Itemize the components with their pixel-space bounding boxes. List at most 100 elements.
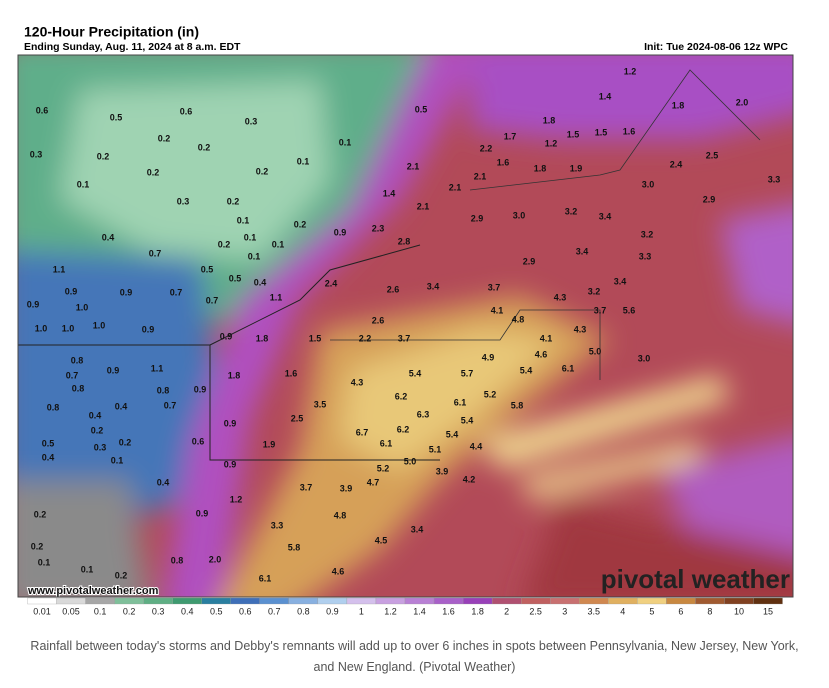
map-value-label: 0.5 (229, 273, 242, 283)
colorbar-label: 2.5 (529, 606, 542, 616)
map-value-label: 0.2 (97, 151, 110, 161)
map-value-label: 0.1 (111, 455, 124, 465)
colorbar-swatch (608, 597, 638, 605)
colorbar-swatch (579, 597, 609, 605)
map-value-label: 1.9 (570, 163, 583, 173)
map-value-label: 0.8 (157, 385, 170, 395)
map: 0.6 0.5 0.6 0.3 0.2 0.2 0.3 0.2 0.2 0.1 0.1 0.2 0.1 0… (18, 55, 793, 597)
map-value-label: 0.1 (244, 232, 257, 242)
map-value-label: 0.5 (110, 112, 123, 122)
colorbar-label: 4 (620, 606, 625, 616)
colorbar-swatch (56, 597, 86, 605)
map-value-label: 4.9 (482, 352, 495, 362)
colorbar-label: 1 (359, 606, 364, 616)
map-value-label: 0.9 (334, 227, 347, 237)
map-value-label: 2.9 (703, 194, 716, 204)
map-value-label: 4.3 (554, 292, 567, 302)
map-value-label: 3.2 (641, 229, 654, 239)
map-value-label: 4.6 (535, 349, 548, 359)
colorbar-label: 1.2 (384, 606, 397, 616)
figure: 120-Hour Precipitation (in) Ending Sunda… (17, 24, 794, 616)
map-value-label: 5.4 (461, 415, 474, 425)
colorbar-label: 0.5 (210, 606, 223, 616)
map-value-label: 2.3 (372, 223, 385, 233)
map-value-label: 0.9 (224, 459, 237, 469)
colorbar-label: 1.6 (442, 606, 455, 616)
map-value-label: 2.1 (449, 182, 462, 192)
map-value-label: 5.0 (589, 346, 602, 356)
map-value-label: 3.9 (340, 483, 353, 493)
colorbar-swatch (346, 597, 377, 605)
colorbar-swatch (462, 597, 493, 605)
map-value-label: 1.8 (672, 100, 685, 110)
map-value-label: 3.3 (768, 174, 781, 184)
map-value-label: 3.7 (488, 282, 501, 292)
map-value-label: 0.5 (415, 104, 428, 114)
map-value-label: 4.8 (512, 314, 525, 324)
map-value-label: 0.6 (180, 106, 193, 116)
colorbar-label: 0.6 (239, 606, 252, 616)
map-value-label: 1.1 (53, 264, 66, 274)
colorbar-swatch (259, 597, 289, 605)
map-value-label: 2.5 (706, 150, 719, 160)
map-value-label: 0.9 (142, 324, 155, 334)
map-value-label: 1.6 (623, 126, 636, 136)
map-value-label: 5.4 (446, 429, 459, 439)
map-value-label: 4.1 (540, 333, 553, 343)
map-value-label: 0.7 (66, 370, 79, 380)
map-value-label: 1.6 (285, 368, 298, 378)
map-value-label: 4.2 (463, 474, 476, 484)
colorbar-label: 0.05 (62, 606, 80, 616)
map-value-label: 1.1 (151, 363, 164, 373)
map-value-label: 0.2 (227, 196, 240, 206)
map-value-label: 2.9 (471, 213, 484, 223)
map-value-label: 1.2 (230, 494, 243, 504)
map-value-label: 1.5 (595, 127, 608, 137)
map-value-label: 0.8 (47, 402, 60, 412)
map-value-label: 2.1 (407, 161, 420, 171)
map-value-label: 2.0 (209, 554, 222, 564)
colorbar-swatch (404, 597, 435, 605)
map-value-label: 0.2 (34, 509, 47, 519)
colorbar-swatch (114, 597, 144, 605)
colorbar-label: 2 (504, 606, 509, 616)
watermark-url: www.pivotalweather.com (27, 585, 159, 597)
colorbar-swatch (230, 597, 260, 605)
colorbar-label: 6 (678, 606, 683, 616)
colorbar-swatch (172, 597, 202, 605)
map-value-label: 0.5 (201, 264, 214, 274)
map-value-label: 5.1 (429, 444, 442, 454)
map-value-label: 4.5 (375, 535, 388, 545)
map-value-label: 0.8 (72, 383, 85, 393)
map-value-label: 2.9 (523, 256, 536, 266)
map-value-label: 3.7 (594, 305, 607, 315)
colorbar-swatch (433, 597, 464, 605)
map-value-label: 3.0 (638, 353, 651, 363)
map-value-label: 0.2 (119, 437, 132, 447)
map-value-label: 0.7 (206, 295, 219, 305)
colorbar-label: 0.2 (123, 606, 136, 616)
map-value-label: 0.1 (237, 215, 250, 225)
map-value-label: 5.8 (511, 400, 524, 410)
map-value-label: 0.2 (91, 425, 104, 435)
map-value-label: 0.9 (107, 365, 120, 375)
map-value-label: 0.8 (171, 555, 184, 565)
colorbar-swatch (753, 597, 783, 605)
map-value-label: 0.2 (158, 133, 171, 143)
map-value-label: 0.9 (27, 299, 40, 309)
map-value-label: 0.8 (71, 355, 84, 365)
map-value-label: 0.4 (42, 452, 55, 462)
map-value-label: 0.2 (147, 167, 160, 177)
map-value-label: 6.2 (395, 391, 408, 401)
map-value-label: 3.4 (614, 276, 627, 286)
map-value-label: 2.4 (670, 159, 683, 169)
map-value-label: 0.7 (170, 287, 183, 297)
map-value-label: 3.4 (576, 246, 589, 256)
colorbar-swatch (550, 597, 580, 605)
map-value-label: 3.4 (427, 281, 440, 291)
map-value-label: 6.3 (417, 409, 430, 419)
colorbar-swatch (85, 597, 115, 605)
map-value-label: 1.2 (545, 138, 558, 148)
map-value-label: 1.0 (93, 320, 106, 330)
